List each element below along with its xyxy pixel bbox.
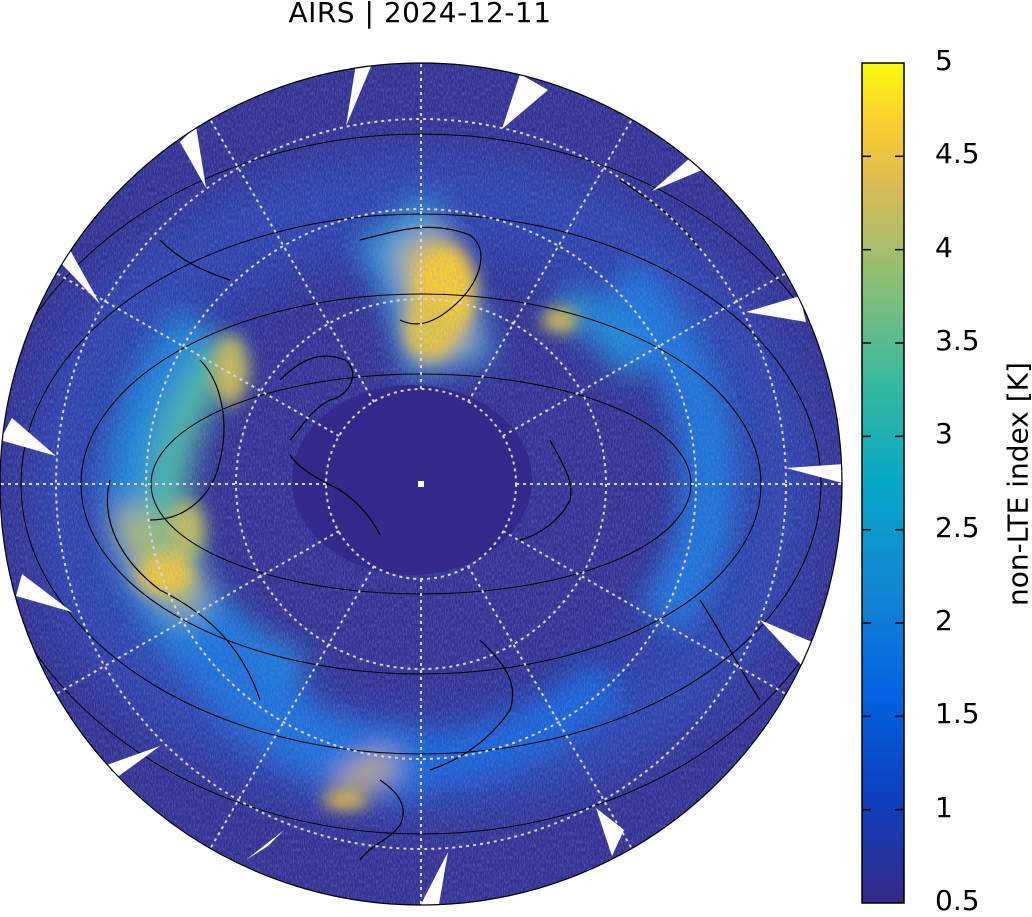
colorbar-tick-label: 3 bbox=[935, 420, 953, 448]
colorbar-tick-label: 3.5 bbox=[935, 327, 980, 355]
colorbar-tick-label: 4 bbox=[935, 234, 953, 262]
colorbar-tick-label: 0.5 bbox=[935, 887, 980, 915]
colorbar-label: non-LTE index [K] bbox=[1002, 362, 1032, 606]
colorbar-tick-label: 1 bbox=[935, 794, 953, 822]
colorbar-gradient bbox=[862, 63, 904, 903]
colorbar-tick-label: 4.5 bbox=[935, 140, 980, 168]
colorbar-tick-label: 5 bbox=[935, 47, 953, 75]
colorbar-tick-label: 1.5 bbox=[935, 700, 980, 728]
colorbar-tick-label: 2 bbox=[935, 607, 953, 635]
colorbar-tick-label: 2.5 bbox=[935, 514, 980, 542]
